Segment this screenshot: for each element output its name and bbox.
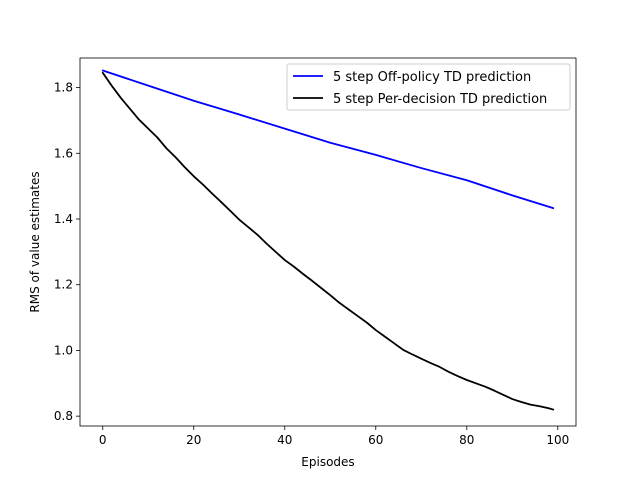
x-tick-label: 80 [459, 433, 474, 447]
x-axis-label: Episodes [301, 455, 354, 469]
x-tick-label: 0 [99, 433, 107, 447]
y-tick-label: 1.4 [54, 212, 73, 226]
legend-label-per-decision: 5 step Per-decision TD prediction [333, 92, 547, 107]
y-tick-label: 1.2 [54, 278, 73, 292]
series-line-off-policy [101, 69, 555, 210]
legend-box [286, 63, 571, 111]
plot-area [80, 58, 576, 426]
plot-frame [79, 57, 577, 427]
legend-label-off-policy: 5 step Off-policy TD prediction [333, 70, 531, 85]
y-tick-label: 1.0 [54, 343, 73, 357]
y-tick-label: 1.6 [54, 146, 73, 160]
y-tick-label: 1.8 [54, 81, 73, 95]
y-tick-label: 0.8 [54, 409, 73, 423]
x-tick-label: 60 [368, 433, 383, 447]
series-layer [101, 69, 555, 411]
y-axis-label: RMS of value estimates [28, 171, 42, 312]
ticks-layer: 0 20 40 60 80 100 0.8 1.0 1.2 1.4 1.6 1.8 [54, 81, 569, 447]
series-line-per-decision [101, 71, 555, 411]
x-tick-label: 20 [186, 433, 201, 447]
x-tick-label: 40 [277, 433, 292, 447]
legend: 5 step Off-policy TD prediction 5 step P… [286, 63, 571, 111]
x-tick-label: 100 [546, 433, 569, 447]
